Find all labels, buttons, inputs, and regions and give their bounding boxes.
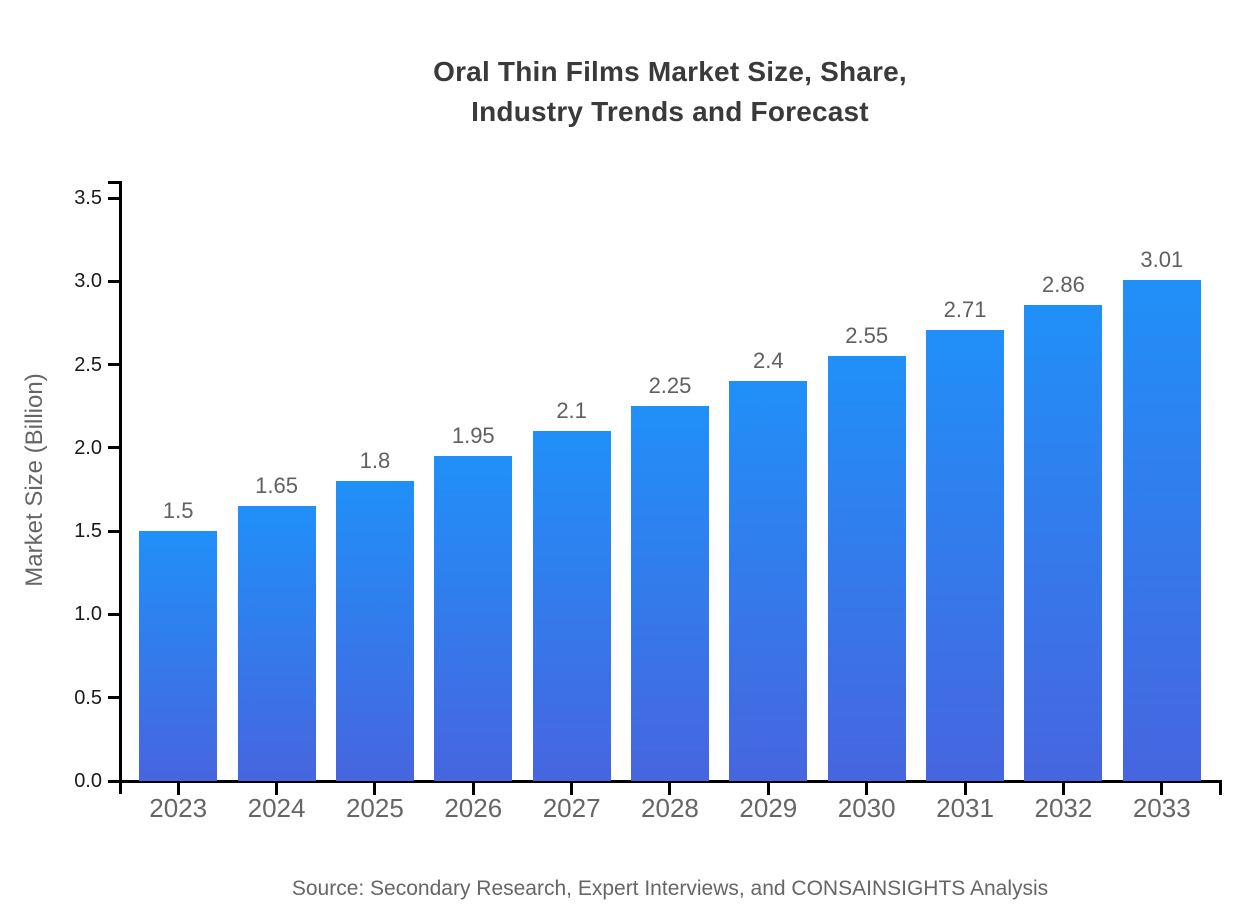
x-tick xyxy=(570,782,574,795)
x-tick-label: 2024 xyxy=(247,793,306,823)
bar xyxy=(1024,305,1103,781)
x-tick xyxy=(275,782,279,795)
y-tick-label: 1.5 xyxy=(74,520,102,543)
chart-title-line2: Industry Trends and Forecast xyxy=(471,96,869,127)
source-text: Source: Secondary Research, Expert Inter… xyxy=(291,877,1049,900)
y-tick xyxy=(108,612,120,616)
x-tick xyxy=(471,782,475,795)
bar xyxy=(630,406,709,781)
x-tick-label: 2028 xyxy=(641,793,699,823)
bar-group: 1.65 2024 xyxy=(227,182,325,823)
y-tick-label: 1.0 xyxy=(74,603,102,626)
bar-value-label: 2.86 xyxy=(1042,272,1085,297)
y-tick xyxy=(108,696,120,700)
bar-value-label: 1.65 xyxy=(255,473,298,498)
bar-group: 2.4 2029 xyxy=(719,182,817,823)
y-tick xyxy=(108,279,120,283)
x-tick xyxy=(668,782,672,795)
x-tick-label: 2026 xyxy=(444,793,503,823)
x-tick-label: 2030 xyxy=(837,793,896,823)
bar-group: 2.55 2030 xyxy=(818,182,916,823)
bar-value-label: 1.8 xyxy=(359,448,391,473)
bar-group: 2.25 2028 xyxy=(621,182,719,823)
bar xyxy=(1122,280,1201,781)
y-axis-line xyxy=(118,180,122,794)
x-tick xyxy=(373,782,377,795)
x-axis-line xyxy=(118,779,1222,783)
bar-value-label: 2.55 xyxy=(845,323,889,348)
y-tick xyxy=(108,779,120,783)
chart-title: Oral Thin Films Market Size, Share, Indu… xyxy=(120,52,1220,132)
y-tick-label: 0.0 xyxy=(74,770,102,792)
x-tick-label: 2025 xyxy=(345,793,404,823)
x-tick-label: 2033 xyxy=(1132,793,1191,823)
bar-group: 2.1 2027 xyxy=(522,182,620,823)
bar xyxy=(926,330,1005,781)
bar-value-label: 3.01 xyxy=(1140,247,1184,272)
bar xyxy=(139,531,218,781)
y-tick xyxy=(108,529,120,533)
plot-area: Market Size (Billion) 0.0 0.5 1.0 1.5 2.0 2.5… xyxy=(21,180,1222,823)
x-tick-label: 2032 xyxy=(1034,793,1093,823)
bar xyxy=(434,456,513,781)
y-tick-label: 3.0 xyxy=(74,270,102,293)
bar-group: 2.71 2031 xyxy=(916,182,1014,823)
bar-group: 1.5 2023 xyxy=(129,182,227,823)
x-tick-label: 2029 xyxy=(739,793,798,823)
x-tick xyxy=(176,782,180,795)
x-tick xyxy=(865,782,869,795)
bar xyxy=(237,506,316,781)
bar-group: 3.01 2033 xyxy=(1113,182,1211,823)
x-tick xyxy=(963,782,967,795)
x-tick xyxy=(766,782,770,795)
x-tick xyxy=(1061,782,1065,795)
x-tick xyxy=(1160,782,1164,795)
x-tick-label: 2023 xyxy=(149,793,208,823)
bar-value-label: 2.1 xyxy=(556,398,587,423)
x-tick-label: 2031 xyxy=(936,793,994,823)
bar-value-label: 1.95 xyxy=(451,423,495,448)
y-tick-label: 3.5 xyxy=(74,187,102,209)
bar-value-label: 1.5 xyxy=(162,498,194,523)
bar-value-label: 2.71 xyxy=(943,297,987,322)
bar xyxy=(335,481,414,781)
bars-row: 1.5 2023 1.65 2024 1.8 2025 1.95 2026 2.1 2027 2.2… xyxy=(129,182,1211,823)
y-tick xyxy=(108,196,120,200)
y-tick-label: 0.5 xyxy=(74,686,102,709)
bar-group: 2.86 2032 xyxy=(1014,182,1112,823)
bar-group: 1.8 2025 xyxy=(326,182,424,823)
y-tick xyxy=(108,446,120,450)
y-tick-label: 2.5 xyxy=(74,353,102,376)
bar-value-label: 2.4 xyxy=(753,348,784,373)
y-tick xyxy=(108,363,120,367)
y-tick-label: 2.0 xyxy=(74,436,102,459)
bar xyxy=(729,381,808,781)
bar-value-label: 2.25 xyxy=(648,373,692,398)
bar xyxy=(532,431,611,781)
bar xyxy=(827,356,906,781)
x-tick-label: 2027 xyxy=(542,793,601,823)
y-axis-title: Market Size (Billion) xyxy=(21,373,48,587)
x-axis-right-cap xyxy=(1218,779,1222,795)
chart-title-line1: Oral Thin Films Market Size, Share, xyxy=(433,56,907,87)
bar-group: 1.95 2026 xyxy=(424,182,522,823)
y-axis-top-cap xyxy=(108,180,120,184)
